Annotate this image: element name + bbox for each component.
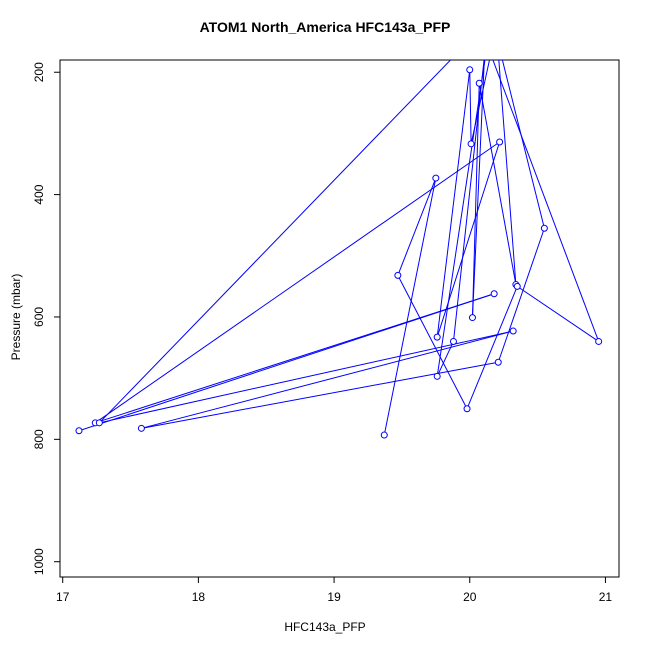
- series-segment-11: [99, 330, 514, 424]
- series-segment-8: [497, 228, 545, 363]
- series-segment-20: [492, 60, 600, 342]
- data-point-14: [468, 314, 476, 322]
- series-segment-22: [466, 286, 518, 409]
- x-axis: 17 18 19 20 21: [56, 577, 612, 604]
- y-tick-label-2: 600: [32, 307, 46, 327]
- data-point-3: [496, 138, 504, 146]
- data-point-7: [493, 29, 499, 35]
- series-segment-7: [501, 60, 545, 229]
- y-axis-label: Pressure (mbar): [9, 273, 23, 361]
- data-point-4: [433, 333, 441, 341]
- chart-title: ATOM1 North_America HFC143a_PFP: [199, 19, 451, 35]
- data-point-10: [137, 424, 145, 432]
- data-point-8: [540, 224, 548, 232]
- series-segment-18: [436, 341, 454, 377]
- series-segment-23: [397, 275, 468, 409]
- series-segment-25: [383, 177, 437, 436]
- series-segment-1: [95, 293, 495, 424]
- data-point-13: [483, 20, 489, 26]
- data-point-15: [475, 79, 483, 87]
- data-point-26: [380, 431, 388, 439]
- y-tick-label-3: 800: [32, 429, 46, 449]
- data-point-1: [490, 290, 498, 298]
- data-point-25: [432, 174, 440, 182]
- data-point-6: [467, 140, 475, 148]
- series-segment-13: [471, 60, 485, 318]
- series-segment-4: [436, 69, 471, 338]
- data-point-17: [491, 0, 497, 2]
- series-segment-16: [498, 60, 517, 285]
- data-point-22: [513, 282, 521, 290]
- data-point-12: [95, 419, 103, 427]
- y-axis: 200 400 600 800 1000: [32, 62, 60, 575]
- series-segment-2: [94, 141, 500, 424]
- x-tick-label-4: 21: [599, 590, 613, 604]
- data-point-11: [509, 327, 517, 335]
- data-point-0: [75, 427, 83, 435]
- x-tick-label-0: 17: [56, 590, 70, 604]
- series-segment-9: [141, 361, 499, 429]
- series-segment-14: [471, 83, 480, 318]
- x-axis-label: HFC143a_PFP: [284, 620, 366, 634]
- series-segment-5: [469, 69, 472, 144]
- plot-frame: [59, 59, 620, 578]
- data-point-5: [466, 66, 474, 74]
- series-segment-15: [478, 83, 517, 285]
- data-point-19: [449, 337, 457, 345]
- y-tick-label-0: 200: [32, 62, 46, 82]
- x-tick-label-1: 18: [192, 590, 206, 604]
- series-segment-17: [436, 60, 486, 377]
- series-segment-21: [516, 285, 599, 342]
- x-tick-label-2: 19: [327, 590, 341, 604]
- data-point-20: [483, 39, 489, 45]
- data-point-24: [394, 271, 402, 279]
- series-line: [78, 60, 600, 436]
- series-segment-24: [397, 177, 437, 276]
- x-tick-label-3: 20: [463, 590, 477, 604]
- series-segment-19: [452, 60, 485, 342]
- y-tick-label-4: 1000: [32, 548, 46, 575]
- data-point-18: [433, 372, 441, 380]
- series-segment-10: [141, 330, 514, 429]
- data-point-21: [595, 337, 603, 345]
- series-points: [75, 0, 603, 439]
- series-segment-12: [98, 60, 452, 424]
- y-tick-label-1: 400: [32, 184, 46, 204]
- data-point-23: [463, 405, 471, 413]
- data-point-9: [494, 358, 502, 366]
